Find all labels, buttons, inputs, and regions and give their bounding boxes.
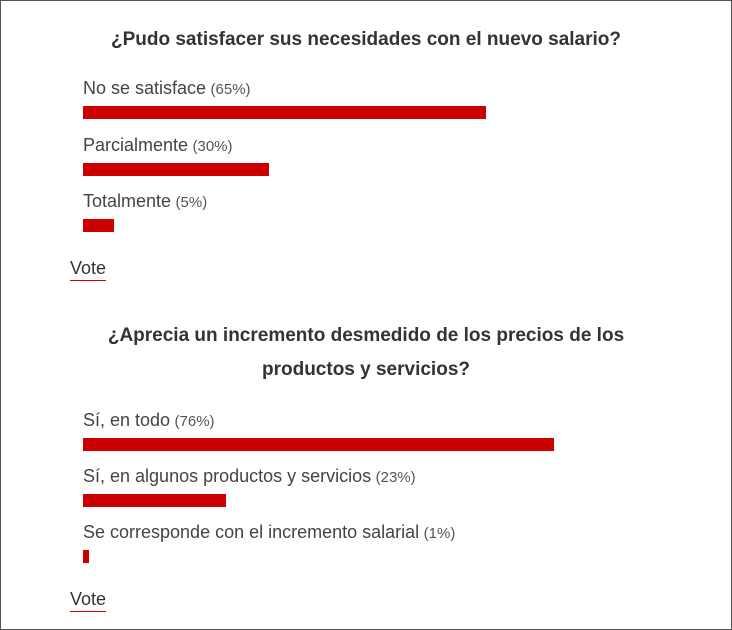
poll-satisfaccion: ¿Pudo satisfacer sus necesidades con el …: [1, 1, 731, 281]
poll-option: Se corresponde con el incremento salaria…: [83, 521, 455, 543]
vote-link[interactable]: Vote: [70, 257, 107, 281]
result-bar: [83, 438, 554, 451]
option-label: No se satisface: [83, 78, 207, 98]
poll-option: Parcialmente (30%): [83, 134, 233, 156]
option-percent: (30%): [192, 138, 233, 155]
result-bar: [83, 494, 226, 507]
poll-option: No se satisface (65%): [83, 77, 251, 99]
poll-precios: ¿Aprecia un incremento desmedido de los …: [1, 319, 731, 612]
result-bar: [83, 550, 89, 563]
option-label: Sí, en todo: [83, 410, 171, 430]
option-percent: (76%): [174, 413, 215, 430]
option-label: Se corresponde con el incremento salaria…: [83, 522, 420, 542]
option-percent: (65%): [210, 81, 251, 98]
poll-question: ¿Aprecia un incremento desmedido de los …: [107, 325, 625, 380]
poll-question: ¿Pudo satisfacer sus necesidades con el …: [110, 29, 622, 50]
option-percent: (23%): [375, 469, 416, 486]
option-percent: (1%): [423, 525, 456, 542]
option-label: Totalmente: [83, 191, 172, 211]
option-percent: (5%): [175, 194, 208, 211]
vote-link[interactable]: Vote: [70, 588, 107, 612]
poll-option: Sí, en algunos productos y servicios (23…: [83, 465, 416, 487]
poll-option: Totalmente (5%): [83, 190, 207, 212]
option-label: Parcialmente: [83, 135, 189, 155]
result-bar: [83, 219, 114, 232]
result-bar: [83, 163, 269, 176]
result-bar: [83, 106, 486, 119]
option-label: Sí, en algunos productos y servicios: [83, 466, 372, 486]
poll-option: Sí, en todo (76%): [83, 409, 215, 431]
